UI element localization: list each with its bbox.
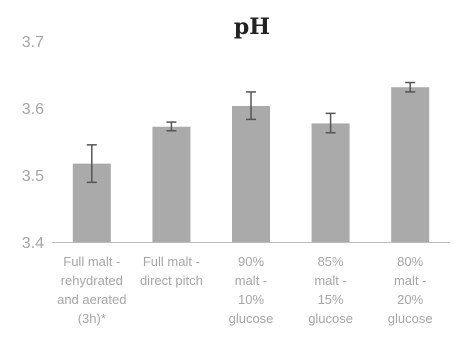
error-bar (246, 91, 256, 121)
chart-title: pH (234, 14, 270, 40)
y-tick-label: 3.7 (22, 34, 44, 51)
bar (391, 87, 430, 242)
bar (152, 126, 191, 242)
x-tick-label-line: rehydrated (61, 273, 123, 288)
x-tick-label-line: glucose (308, 311, 353, 326)
x-tick-label: Full malt - rehydrated and aerated (3h)* (57, 254, 126, 326)
bar (311, 123, 350, 242)
error-bar (86, 144, 97, 184)
x-tick-label-line: (3h)* (78, 311, 106, 326)
x-tick-label-line: and aerated (57, 292, 126, 307)
x-tick-label: 80% malt - 20% glucose (388, 254, 433, 326)
x-tick-label-line: direct pitch (140, 273, 203, 288)
x-tick-label-line: malt - (235, 273, 268, 288)
error-bar (325, 112, 336, 134)
x-tick-label-line: Full malt - (63, 254, 120, 269)
bar (232, 105, 270, 243)
y-axis-ticks: 3.4 3.5 3.6 3.7 (22, 34, 44, 252)
x-tick-label-line: Full malt - (143, 254, 200, 269)
error-bar (166, 121, 177, 132)
y-tick-label: 3.6 (22, 101, 44, 118)
x-tick-label-line: 20% (397, 292, 423, 307)
x-tick-label-line: glucose (388, 311, 433, 326)
x-axis-labels: Full malt -rehydrated and aerated (3h)*Ful… (57, 254, 433, 326)
x-tick-label-line: 10% (238, 292, 264, 307)
x-tick-label: 85% malt - 15% glucose (308, 254, 353, 326)
error-bars-group (86, 81, 416, 184)
x-tick-label-line: 90% (238, 254, 264, 269)
x-tick-label-line: 80% (397, 254, 423, 269)
y-tick-label: 3.4 (22, 235, 44, 252)
x-tick-label-line: malt - (394, 273, 427, 288)
bars-group (72, 87, 430, 243)
x-tick-label-line: malt - (314, 273, 347, 288)
y-tick-label: 3.5 (22, 168, 44, 185)
x-tick-label-line: 85% (318, 254, 344, 269)
error-bar (405, 81, 416, 93)
x-tick-label-line: glucose (229, 311, 274, 326)
x-tick-label-line: 15% (318, 292, 344, 307)
x-tick-label: 90% malt - 10% glucose (229, 254, 274, 326)
x-tick-label: Full malt - direct pitch (140, 254, 203, 288)
